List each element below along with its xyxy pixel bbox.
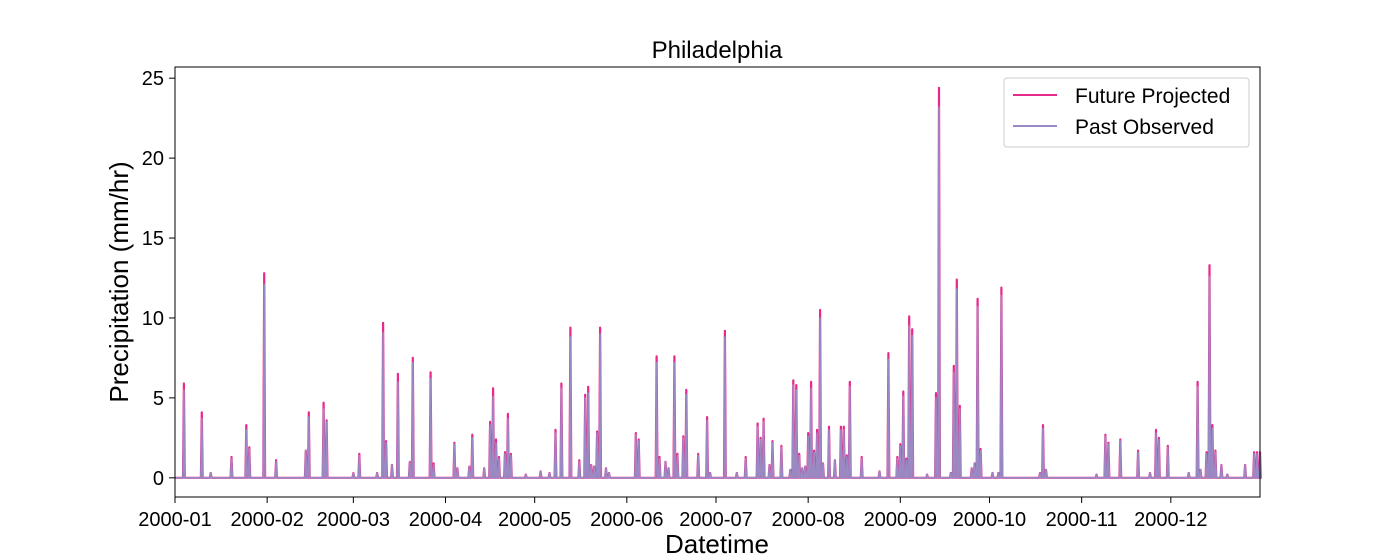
x-tick-label: 2000-05 [498,509,571,531]
x-tick-label: 2000-12 [1134,509,1207,531]
x-tick-label: 2000-07 [679,509,752,531]
series-line-1 [175,106,1262,479]
x-tick-label: 2000-02 [230,509,303,531]
y-axis: 0 5 10 15 20 25 [142,68,175,490]
y-axis-label: Precipitation (mm/hr) [104,161,134,402]
x-tick-label: 2000-03 [317,509,390,531]
y-tick-label: 0 [153,468,164,490]
legend-label-past: Past Observed [1075,116,1214,139]
y-tick-label: 25 [142,68,164,90]
x-tick-label: 2000-09 [864,509,937,531]
series-layer [175,86,1262,479]
x-tick-label: 2000-08 [771,509,844,531]
x-tick-label: 2000-11 [1046,509,1118,531]
x-tick-label: 2000-04 [409,509,482,531]
legend-label-future: Future Projected [1075,85,1230,108]
legend: Future Projected Past Observed [1003,77,1250,148]
x-tick-label: 2000-10 [953,509,1026,531]
x-axis-label: Datetime [665,529,769,559]
chart-title: Philadelphia [652,37,783,64]
y-tick-label: 10 [142,308,164,330]
x-tick-label: 2000-06 [590,509,663,531]
y-tick-label: 5 [153,388,164,410]
x-tick-label: 2000-01 [138,509,211,531]
x-axis: 2000-01 2000-02 2000-03 2000-04 2000-05 2000-… [138,497,1208,531]
legend-box [1003,77,1250,148]
y-tick-label: 15 [142,228,164,250]
y-tick-label: 20 [142,148,164,170]
plot-frame [174,66,1261,498]
